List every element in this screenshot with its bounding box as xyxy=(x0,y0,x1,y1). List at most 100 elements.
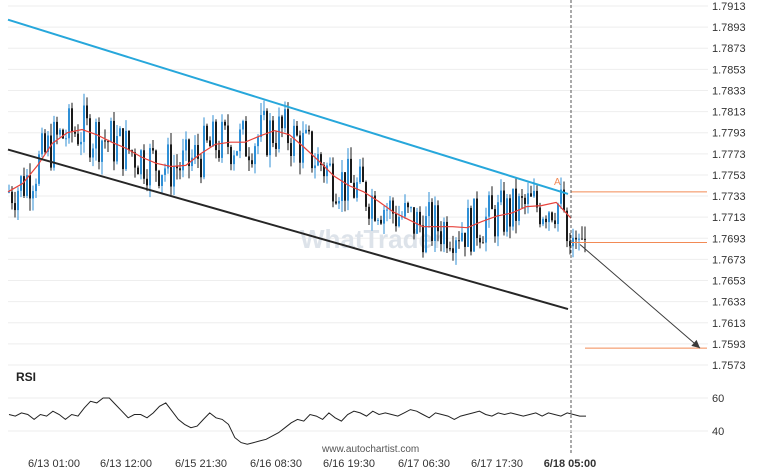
candle-body xyxy=(239,129,241,152)
candle-body xyxy=(548,212,550,223)
candle-body xyxy=(392,200,394,214)
price-grid xyxy=(8,5,708,366)
candle-body xyxy=(386,209,388,211)
price-tick-label: 1.7693 xyxy=(712,233,746,245)
rsi-tick-label: 40 xyxy=(712,426,724,438)
candle-body xyxy=(254,146,256,165)
candle-body xyxy=(89,118,91,158)
candle-body xyxy=(308,129,310,132)
candle-body xyxy=(569,241,571,247)
time-tick-label: 6/17 06:30 xyxy=(398,458,450,470)
resistance-trendline xyxy=(7,18,569,195)
candle-body xyxy=(512,188,514,227)
candle-body xyxy=(182,150,184,171)
time-tick-label: 6/13 12:00 xyxy=(100,458,152,470)
time-tick-label: 6/17 17:30 xyxy=(471,458,523,470)
candle-body xyxy=(257,137,259,147)
candle-body xyxy=(176,166,178,169)
candle-body xyxy=(68,108,70,139)
rsi-grid xyxy=(8,397,708,432)
candle-body xyxy=(536,190,538,208)
time-tick-label: 6/16 08:30 xyxy=(250,458,302,470)
price-tick-label: 1.7713 xyxy=(712,212,746,224)
candle-body xyxy=(518,196,520,221)
candle-body xyxy=(8,191,10,193)
candle-body xyxy=(305,129,307,133)
candle-body xyxy=(320,154,322,166)
candle-body xyxy=(455,240,457,253)
candle-body xyxy=(170,144,172,187)
candle-body xyxy=(26,175,28,196)
candle-body xyxy=(380,219,382,224)
candle-body xyxy=(191,157,193,167)
candle-body xyxy=(485,216,487,243)
candle-body xyxy=(146,178,148,186)
candle-body xyxy=(428,202,430,217)
candlestick-series xyxy=(8,93,586,265)
price-tick-label: 1.7853 xyxy=(712,64,746,76)
price-tick-label: 1.7653 xyxy=(712,276,746,288)
candle-body xyxy=(506,198,508,232)
candle-body xyxy=(119,128,121,137)
pattern-marker: A xyxy=(554,177,561,188)
candle-body xyxy=(161,174,163,186)
candle-body xyxy=(62,129,64,139)
candle-body xyxy=(482,242,484,244)
candle-body xyxy=(113,120,115,162)
candle-body xyxy=(344,172,346,201)
candle-body xyxy=(449,248,451,250)
price-tick-label: 1.7633 xyxy=(712,297,746,309)
candle-body xyxy=(422,225,424,253)
candle-body xyxy=(128,130,130,151)
price-tick-label: 1.7593 xyxy=(712,339,746,351)
candle-body xyxy=(224,121,226,126)
candle-body xyxy=(152,148,154,151)
candle-body xyxy=(38,154,40,184)
moving-average-line xyxy=(7,128,572,229)
candle-body xyxy=(389,200,391,210)
candle-body xyxy=(134,152,136,168)
candle-body xyxy=(125,130,127,170)
candle-body xyxy=(206,125,208,141)
candle-body xyxy=(44,133,46,152)
price-tick-label: 1.7833 xyxy=(712,85,746,97)
price-tick-label: 1.7873 xyxy=(712,43,746,55)
candle-body xyxy=(287,109,289,144)
candle-body xyxy=(197,144,199,159)
candle-body xyxy=(452,248,454,253)
candle-body xyxy=(107,141,109,143)
price-tick-label: 1.7893 xyxy=(712,22,746,34)
candle-body xyxy=(401,216,403,218)
candle-body xyxy=(515,188,517,221)
support-trendline xyxy=(7,148,569,311)
candle-body xyxy=(296,125,298,136)
price-tick-label: 1.7813 xyxy=(712,107,746,119)
candle-body xyxy=(407,202,409,208)
candle-body xyxy=(248,156,250,161)
candle-body xyxy=(269,120,271,156)
candle-body xyxy=(557,203,559,225)
candle-body xyxy=(149,148,151,186)
candle-body xyxy=(32,191,34,199)
price-axis: 1.7913 1.7893 1.7873 1.7853 1.7833 1.7813 1.77… xyxy=(712,1,746,372)
candle-body xyxy=(542,218,544,225)
time-tick-label: 6/16 19:30 xyxy=(323,458,375,470)
candle-body xyxy=(356,182,358,198)
candle-body xyxy=(251,160,253,165)
candle-body xyxy=(458,240,460,242)
candle-body xyxy=(281,116,283,129)
candle-body xyxy=(158,170,160,186)
candle-body xyxy=(278,116,280,149)
candle-body xyxy=(164,168,166,175)
candle-body xyxy=(98,121,100,162)
candle-body xyxy=(479,238,481,243)
candle-body xyxy=(437,205,439,232)
candle-body xyxy=(92,148,94,158)
candle-body xyxy=(440,231,442,245)
candle-body xyxy=(491,195,493,210)
candle-body xyxy=(332,163,334,202)
candle-body xyxy=(299,135,301,163)
candle-body xyxy=(236,151,238,156)
candle-body xyxy=(80,141,82,145)
